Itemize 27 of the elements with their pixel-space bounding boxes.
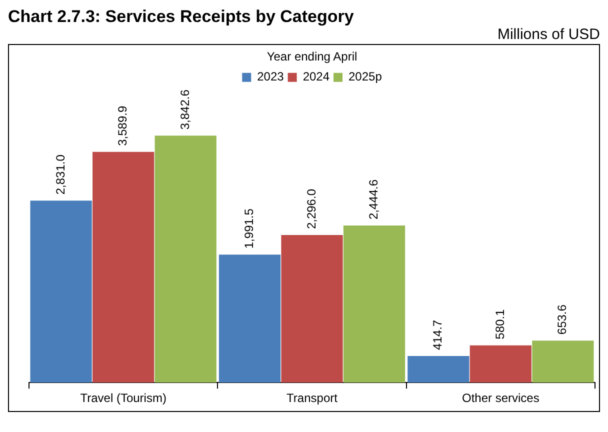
legend-label: 2023: [257, 70, 284, 84]
bar: [154, 136, 216, 383]
legend-title: Year ending April: [266, 49, 358, 64]
bar: [281, 235, 343, 383]
bar: [343, 225, 406, 383]
data-label: 2,296.0: [304, 188, 318, 230]
data-label: 3,842.6: [178, 89, 192, 130]
x-tick-label: Transport: [286, 391, 338, 406]
data-label: 2,831.0: [53, 154, 68, 195]
bar: [92, 152, 154, 383]
data-label: 580.1: [492, 308, 507, 340]
data-label: 1,991.5: [242, 208, 256, 249]
x-tick-label: Travel (Tourism): [80, 391, 166, 406]
data-label: 3,589.9: [116, 106, 130, 146]
bar: [218, 254, 281, 383]
chart-title: Chart 2.7.3: Services Receipts by Category: [8, 7, 355, 26]
bar: [532, 340, 594, 383]
legend-label: 2025p: [348, 70, 382, 84]
chart-subtitle: Millions of USD: [496, 26, 600, 44]
bar: [470, 345, 532, 383]
data-label: 2,444.6: [366, 179, 381, 220]
bar: [408, 356, 470, 383]
bar: [30, 200, 92, 383]
data-label: 414.7: [430, 320, 445, 350]
data-label: 653.6: [555, 304, 570, 335]
legend-label: 2024: [302, 70, 330, 84]
x-tick-label: Other services: [462, 391, 540, 406]
